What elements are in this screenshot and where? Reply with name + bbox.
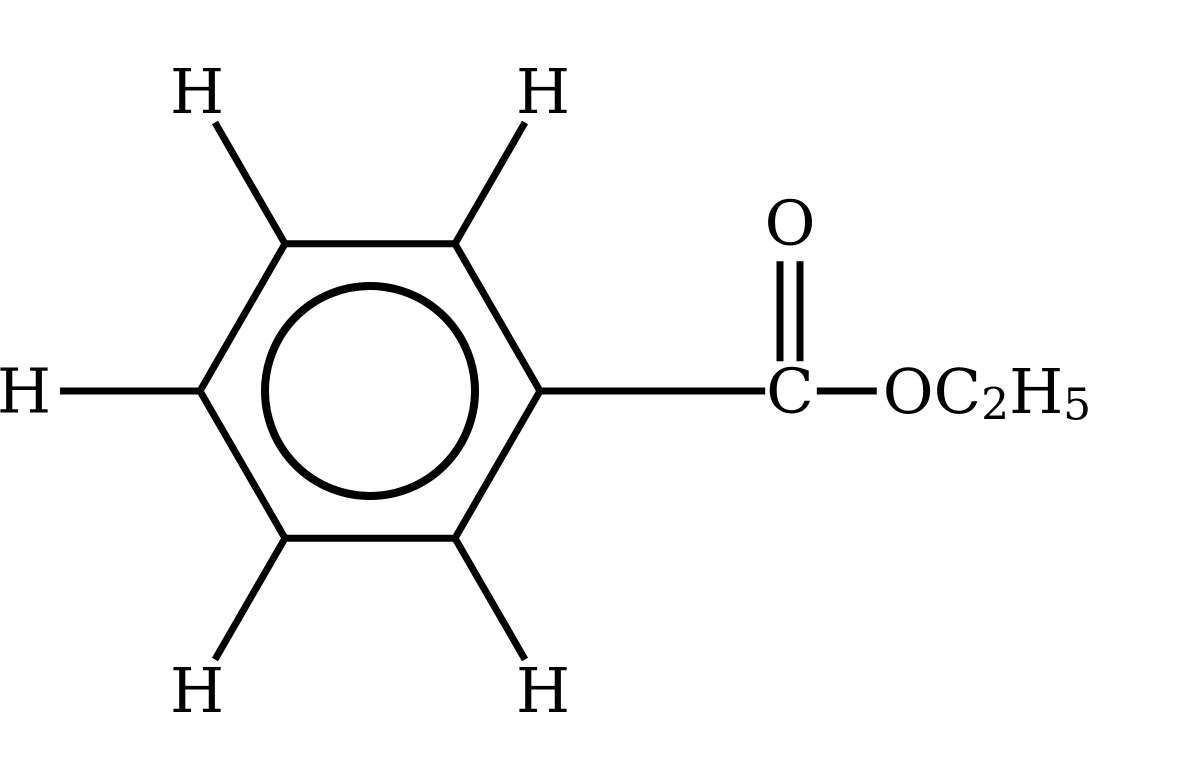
hydrogen-label: H (516, 55, 570, 128)
hydrogen-label: H (170, 654, 224, 727)
aromatic-circle (265, 286, 475, 496)
hydrogen-label: H (0, 355, 51, 428)
ch-bond (455, 538, 525, 659)
ch-bond (455, 123, 525, 244)
ethoxy-label: OC2H5 (883, 355, 1091, 431)
carbonyl-o-label: O (765, 187, 816, 260)
ch-bond (215, 538, 285, 659)
carbonyl-c-label: C (766, 355, 813, 428)
hydrogen-label: H (170, 55, 224, 128)
molecule-diagram: H H H H H C O OC2H5 (0, 0, 1192, 782)
ch-bond (215, 123, 285, 244)
hydrogen-label: H (516, 654, 570, 727)
